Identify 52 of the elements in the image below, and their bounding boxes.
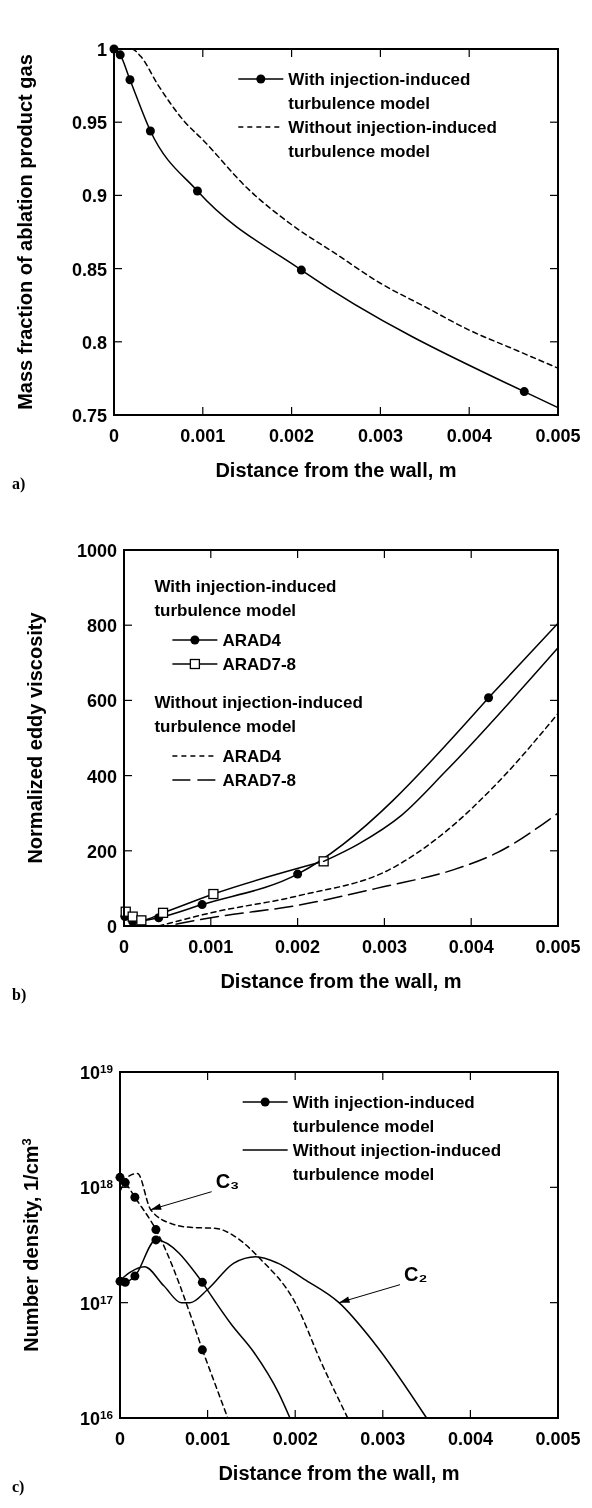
x-tick-label: 0.002	[272, 1429, 318, 1449]
text: c)	[12, 1478, 25, 1496]
x-tick-label: 0.005	[535, 426, 581, 446]
x-axis-title: Distance from the wall, m	[215, 459, 457, 481]
legend-label: ARAD7-8	[222, 655, 297, 674]
y-tick-label: 0.95	[71, 113, 107, 134]
y-tick-label: 10$^{17}$	[79, 1292, 113, 1314]
legend-label: With injection-induced turbulence model	[288, 70, 471, 113]
y-tick-label: 800	[86, 616, 117, 637]
legend-label: Without injection-induced turbulence model	[292, 1141, 502, 1184]
y-tick-label: 0.75	[71, 406, 107, 426]
legend-label: ARAD4	[222, 631, 282, 650]
text: b)	[12, 986, 27, 1004]
legend-label: With injection-induced turbulence model	[292, 1093, 475, 1136]
annotation: C₂	[404, 1262, 428, 1285]
y-tick-label: 10$^{18}$	[79, 1176, 114, 1199]
y-axis-title: Normalized eddy viscosity	[24, 611, 46, 864]
legend-label: Without injection-induced turbulence model	[288, 118, 497, 161]
annotation: C₃	[215, 1169, 240, 1192]
y-tick-label: 600	[86, 691, 117, 712]
y-tick-label: 0	[106, 917, 117, 937]
text: a)	[12, 475, 26, 493]
y-tick-label: 10$^{16}$	[79, 1407, 114, 1429]
y-tick-label: 400	[86, 766, 117, 787]
y-tick-label: 0.85	[71, 259, 107, 280]
y-tick-label: 0.9	[81, 186, 107, 207]
y-tick-label: 1	[96, 40, 107, 60]
x-tick-label: 0.002	[269, 426, 315, 446]
x-tick-label: 0.004	[447, 1429, 493, 1449]
x-tick-label: 0.002	[275, 937, 321, 957]
y-tick-label: 1000	[76, 541, 117, 561]
x-tick-label: 0.003	[357, 426, 403, 446]
x-tick-label: 0.001	[185, 1429, 231, 1449]
y-tick-label: 0.8	[81, 332, 107, 353]
x-tick-label: 0	[118, 937, 130, 957]
x-axis-title: Distance from the wall, m	[218, 1462, 460, 1484]
x-axis-title: Distance from the wall, m	[220, 970, 462, 992]
x-tick-label: 0.001	[188, 937, 234, 957]
annotation: Without injection-induced turbulence model	[154, 693, 363, 736]
x-tick-label: 0.003	[361, 937, 407, 957]
x-tick-label: 0.005	[535, 937, 581, 957]
legend-label: ARAD7-8	[222, 771, 297, 790]
x-tick-label: 0.001	[180, 426, 226, 446]
x-tick-label: 0.004	[446, 426, 492, 446]
annotation: With injection-induced turbulence model	[154, 577, 337, 620]
y-tick-label: 200	[86, 841, 117, 862]
y-tick-label: 10$^{19}$	[79, 1061, 114, 1083]
x-tick-label: 0.003	[360, 1429, 406, 1449]
x-tick-label: 0.004	[448, 937, 494, 957]
y-axis-title: Mass fraction of ablation product gas	[14, 54, 36, 410]
x-tick-label: 0.005	[535, 1429, 581, 1449]
legend-label: ARAD4	[222, 747, 282, 766]
